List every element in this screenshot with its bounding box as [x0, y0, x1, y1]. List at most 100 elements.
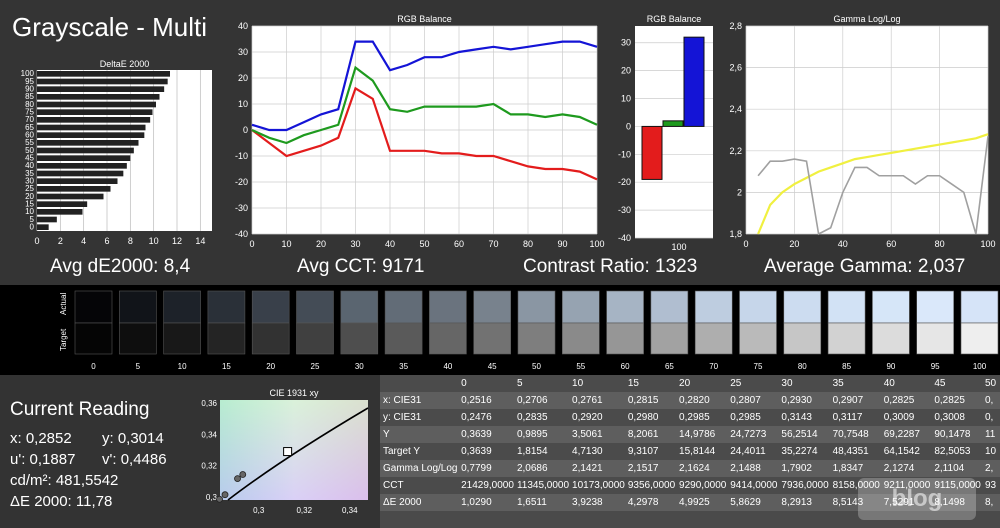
- x-tick-label: 0,32: [296, 506, 312, 515]
- table-cell: 2,0686: [513, 460, 570, 477]
- y-tick-label: 80: [25, 100, 34, 109]
- bar: [37, 224, 49, 230]
- table-cell: 0,2761: [569, 392, 625, 409]
- table-cell: 0,3009: [880, 409, 932, 426]
- swatch-target: [739, 322, 777, 355]
- swatch-actual: [119, 290, 157, 324]
- x-tick-label: 80: [523, 239, 533, 249]
- page-title: Grayscale - Multi: [12, 12, 208, 42]
- table-cell: 3,5061: [569, 426, 625, 443]
- table-cell: 0,2825: [880, 392, 932, 409]
- reading-v: v': 0,4486: [102, 451, 167, 468]
- bar: [37, 94, 160, 100]
- table-cell: 2,1421: [569, 460, 625, 477]
- table-cell: 0,2815: [624, 392, 677, 409]
- table-cell: 0,2807: [727, 392, 779, 409]
- y-tick-label: 75: [25, 107, 34, 116]
- swatch-label: 85: [842, 362, 851, 371]
- table-cell: 0,: [981, 409, 1000, 426]
- bar: [37, 178, 118, 184]
- table-cell: 4,7130: [569, 443, 625, 460]
- table-cell: Y: [380, 426, 459, 443]
- measured-point: [216, 495, 223, 503]
- bar: [37, 163, 127, 169]
- top-panel: Grayscale - Multi DeltaE 2000 0 2 4 6 8 10 12 14…: [0, 0, 1000, 285]
- swatch-actual: [827, 290, 866, 324]
- chart-title: RGB Balance: [647, 14, 702, 24]
- table-cell: 64,1542: [880, 443, 932, 460]
- target-point: [283, 447, 293, 457]
- table-cell: 7936,0000: [778, 477, 830, 494]
- table-cell: 1,0290: [458, 494, 514, 511]
- y-tick-label: 2,8: [729, 21, 742, 31]
- table-cell: 7,5291: [880, 494, 932, 511]
- swatch-actual: [74, 290, 113, 324]
- table-cell: 2,1274: [880, 460, 932, 477]
- x-tick-label: 100: [980, 239, 995, 249]
- plot-area: [746, 26, 988, 234]
- table-cell: 0,2835: [513, 409, 570, 426]
- swatch-actual: [163, 290, 201, 324]
- chart-title: Gamma Log/Log: [833, 14, 900, 24]
- x-tick-label: 8: [128, 236, 133, 246]
- table-cell: 69,2287: [880, 426, 932, 443]
- swatch-label: 50: [532, 362, 541, 371]
- y-tick-label: 30: [621, 38, 631, 48]
- swatch-target: [251, 322, 290, 355]
- current-reading-title: Current Reading: [10, 399, 150, 420]
- bar-blue: [683, 36, 705, 127]
- table-cell: 9,3107: [624, 443, 677, 460]
- swatch-target: [207, 322, 246, 355]
- table-cell: 2,1104: [931, 460, 982, 477]
- table-cell: [380, 375, 459, 392]
- y-tick-label: 30: [238, 47, 248, 57]
- swatch-target: [74, 322, 113, 355]
- table-cell: 50: [981, 375, 1000, 392]
- swatch-label: 40: [443, 362, 452, 371]
- table-cell: 0,2980: [624, 409, 677, 426]
- bar: [37, 101, 156, 108]
- x-tick-label: 0: [34, 236, 39, 246]
- row-label-target: Target: [59, 328, 68, 351]
- swatch-actual: [561, 290, 600, 324]
- table-cell: 2,: [981, 460, 1000, 477]
- table-cell: 2,1488: [727, 460, 779, 477]
- y-tick-label: -20: [618, 177, 631, 187]
- y-tick-label: -30: [235, 203, 248, 213]
- y-tick-label: 0: [626, 121, 631, 131]
- plot-area-tint: [220, 400, 368, 500]
- table-cell: 9356,0000: [624, 477, 677, 494]
- planckian-locus: [227, 407, 369, 501]
- table-cell: 9414,0000: [727, 477, 779, 494]
- table-cell: 56,2514: [778, 426, 830, 443]
- series-line-blue: [251, 40, 598, 132]
- table-cell: 35,2274: [778, 443, 830, 460]
- swatch-actual: [517, 290, 556, 324]
- swatch-label: 45: [488, 362, 497, 371]
- table-cell: 10: [569, 375, 625, 392]
- contrast-ratio-label: Contrast Ratio: 1323: [523, 256, 698, 277]
- table-cell: 90,1478: [931, 426, 982, 443]
- y-tick-label: 35: [25, 169, 34, 178]
- x-tick-label: 40: [838, 239, 848, 249]
- swatch-target: [340, 322, 379, 355]
- bar: [37, 155, 131, 161]
- table-cell: 2,1624: [676, 460, 728, 477]
- y-tick-label: 5: [30, 215, 35, 224]
- x-tick-label: 6: [104, 236, 109, 246]
- y-tick-label: 10: [25, 207, 34, 216]
- reading-luminance: cd/m²: 481,5542: [10, 472, 119, 489]
- x-tick-label: 10: [281, 239, 291, 249]
- swatch-label: 15: [222, 362, 231, 371]
- table-row: Target Y 0,3639 1,8154 4,7130 9,3107 15,8144 2…: [380, 443, 1000, 460]
- swatch-target: [384, 322, 423, 355]
- x-tick-label: 0,34: [342, 506, 358, 515]
- x-tick-label: 30: [350, 239, 360, 249]
- x-tick-label: 4: [81, 236, 86, 246]
- y-tick-label: 40: [25, 161, 34, 170]
- table-cell: 0: [458, 375, 514, 392]
- swatch-actual: [694, 290, 733, 324]
- series-line-gamma_target: [757, 133, 989, 235]
